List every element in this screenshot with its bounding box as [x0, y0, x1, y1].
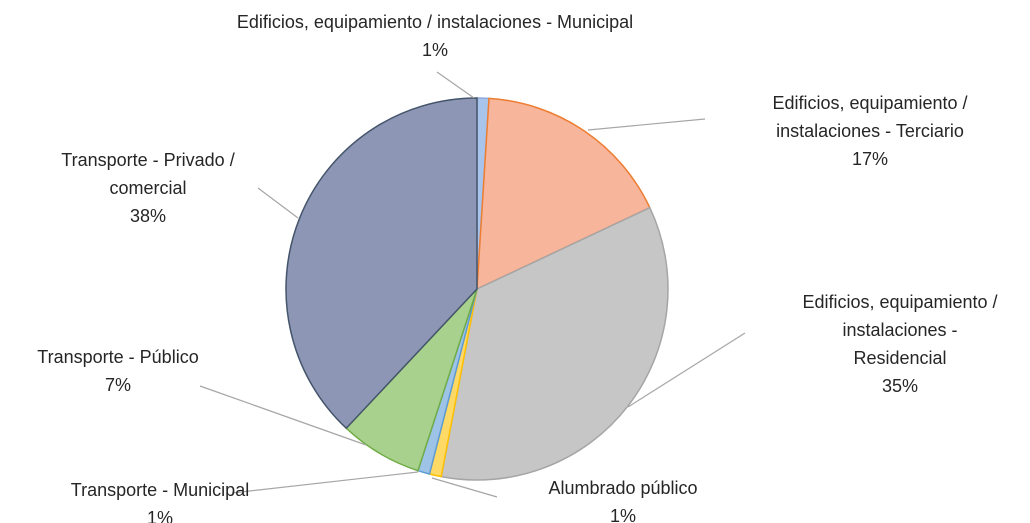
category-label: Transporte - Privado / comercial: [61, 150, 235, 198]
leader-line: [231, 471, 419, 494]
data-label: Transporte - Municipal 1%: [30, 476, 290, 523]
value-label: 38%: [129, 206, 167, 226]
category-label: Edificios, equipamiento / instalaciones …: [802, 292, 998, 368]
leader-line: [257, 187, 299, 219]
leader-line: [436, 71, 475, 99]
data-label: Edificios, equipamiento / instalaciones …: [125, 8, 745, 64]
leader-line: [627, 332, 746, 408]
category-label: Edificios, equipamiento / instalaciones …: [772, 93, 968, 141]
data-label: Transporte - Público 7%: [8, 343, 228, 399]
leader-line: [431, 477, 498, 498]
data-label: Edificios, equipamiento / instalaciones …: [750, 89, 990, 173]
value-label: 1%: [146, 508, 173, 523]
pie-slice: [440, 206, 669, 481]
value-label: 1%: [421, 40, 448, 60]
value-label: 35%: [881, 376, 919, 396]
category-label: Transporte - Municipal: [70, 480, 250, 500]
category-label: Transporte - Público: [37, 347, 199, 367]
category-label: Alumbrado público: [548, 478, 698, 498]
value-label: 1%: [609, 506, 636, 523]
leader-line: [199, 385, 367, 446]
data-label: Edificios, equipamiento / instalaciones …: [798, 288, 1003, 400]
pie-slice: [285, 97, 478, 430]
pie-slice: [476, 97, 651, 291]
value-label: 7%: [104, 375, 131, 395]
data-label: Transporte - Privado / comercial 38%: [48, 146, 248, 230]
data-label: Alumbrado público 1%: [513, 474, 733, 523]
leader-line: [587, 118, 706, 131]
value-label: 17%: [851, 149, 889, 169]
category-label: Edificios, equipamiento / instalaciones …: [236, 12, 634, 32]
